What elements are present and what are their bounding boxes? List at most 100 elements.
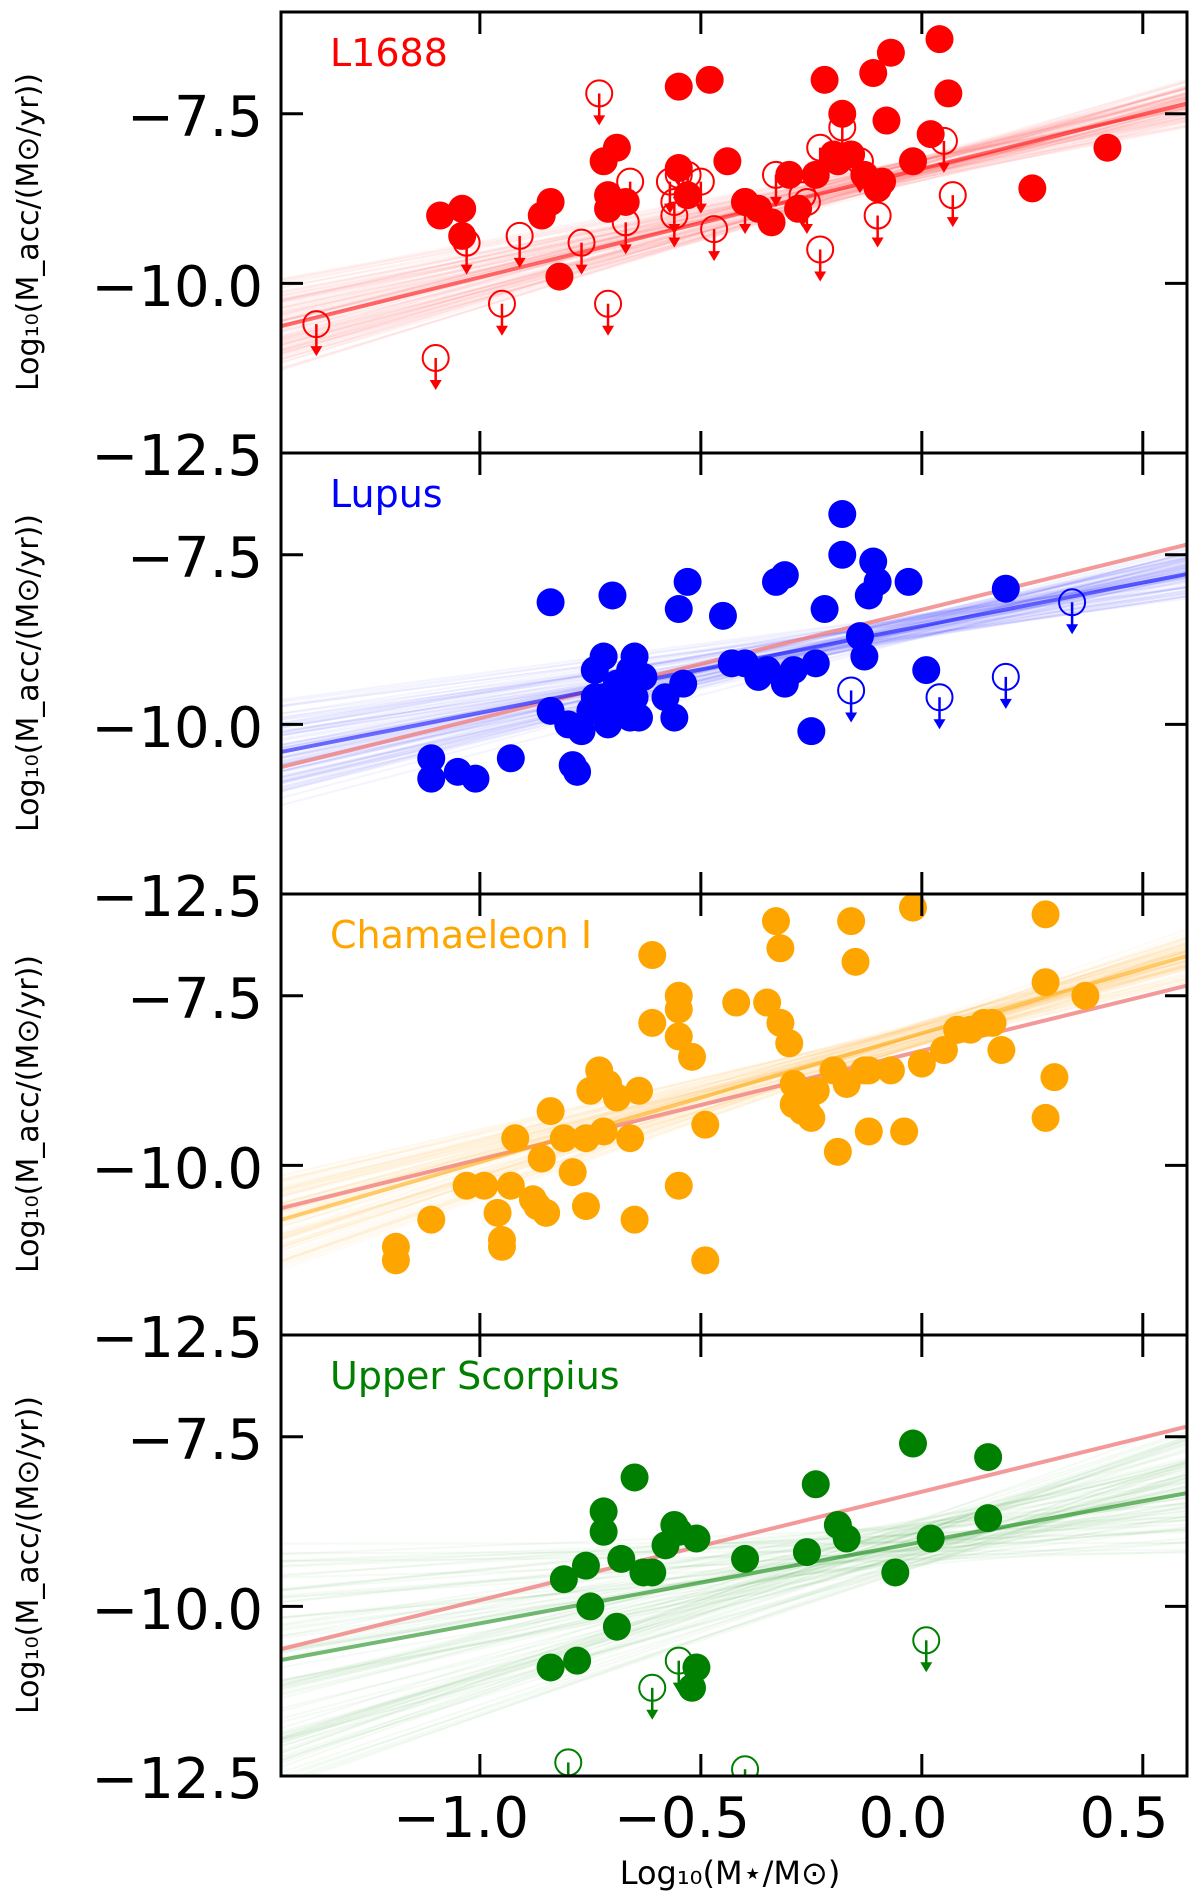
data-point: [797, 1103, 826, 1132]
fit-sample-line: [281, 947, 1187, 1241]
fit-sample-line: [281, 1448, 1187, 1748]
fit-sample-line: [281, 92, 1187, 355]
fit-sample-line: [281, 981, 1187, 1187]
fit-sample-line: [281, 1541, 1187, 1545]
fit-sample-line: [281, 1504, 1187, 1653]
data-point: [753, 988, 782, 1017]
data-point: [837, 907, 866, 936]
data-point: [978, 1008, 1007, 1037]
data-point: [448, 194, 477, 223]
upper-limit-marker: [700, 215, 729, 262]
fit-sample-line: [281, 1422, 1187, 1755]
data-point: [695, 65, 724, 94]
upper-limit-marker: [788, 181, 817, 228]
fit-sample-line: [281, 109, 1187, 345]
fit-sample-line: [281, 965, 1187, 1183]
panel-chamaeleon-i: Chamaeleon I: [281, 894, 1187, 1275]
fit-sample-line: [281, 958, 1187, 1191]
data-point: [987, 1036, 1016, 1065]
data-point: [894, 567, 923, 596]
data-point: [779, 656, 808, 685]
fit-sample-line: [281, 1516, 1187, 1576]
data-point: [779, 1069, 808, 1098]
fit-sample-line: [281, 1500, 1187, 1685]
best-fit-line: [281, 101, 1187, 329]
data-point: [598, 581, 627, 610]
data-point: [417, 764, 446, 793]
y-tick-label: −12.5: [91, 865, 263, 930]
fit-sample-line: [281, 1481, 1187, 1747]
data-point: [934, 79, 963, 108]
data-point: [872, 106, 901, 135]
fit-sample-line: [281, 101, 1187, 351]
data-point: [602, 1612, 631, 1641]
fit-sample-line: [281, 573, 1187, 719]
fit-sample-line: [281, 1491, 1187, 1741]
upper-limit-marker: [837, 676, 866, 723]
fit-sample-line: [281, 965, 1187, 1236]
data-point: [1071, 981, 1100, 1010]
fit-sample-line: [284, 1462, 1187, 1776]
fit-sample-line: [281, 1432, 1187, 1739]
fit-sample-line: [281, 575, 1187, 715]
data-point: [576, 1592, 605, 1621]
fit-sample-line: [281, 977, 1187, 1184]
data-point: [620, 1463, 649, 1492]
x-tick-label: 0.0: [858, 1786, 947, 1851]
data-point: [876, 1056, 905, 1085]
data-point: [682, 1524, 711, 1553]
fit-sample-line: [281, 1430, 1187, 1730]
fit-sample-line: [281, 1460, 1187, 1762]
data-point: [907, 1049, 936, 1078]
fit-sample-line: [281, 585, 1187, 708]
upper-limit-marker: [616, 167, 645, 214]
fit-sample-line: [281, 950, 1187, 1205]
data-point: [801, 649, 830, 678]
fit-sample-line: [281, 1438, 1187, 1754]
fit-sample-line: [293, 1471, 1187, 1776]
data-point: [536, 1097, 565, 1126]
fit-sample-line: [281, 104, 1187, 353]
data-point: [801, 1470, 830, 1499]
data-point: [549, 1565, 578, 1594]
data-point: [898, 1429, 927, 1458]
upper-limit-marker: [731, 1755, 760, 1776]
data-point: [761, 907, 790, 936]
upper-limit-marker: [929, 126, 958, 173]
x-tick-labels: −1.0 −0.5 0.0 0.5: [393, 1786, 1169, 1851]
upper-limit-marker: [594, 289, 623, 336]
fit-sample-line: [281, 575, 1187, 784]
data-point: [448, 221, 477, 250]
upper-limit-marker: [925, 683, 954, 730]
panel-title: Lupus: [330, 472, 443, 516]
fit-sample-line: [281, 1442, 1187, 1744]
data-point: [417, 1205, 446, 1234]
upper-limit-marker: [421, 344, 450, 391]
y-axis-labels: Log₁₀(M_acc/(M⊙/yr)) Log₁₀(M_acc/(M⊙/yr)…: [11, 73, 46, 1714]
upper-limit-marker: [505, 221, 534, 268]
fit-sample-line: [281, 101, 1187, 346]
fit-sample-line: [281, 87, 1187, 334]
panel-title: L1688: [330, 31, 448, 75]
data-point: [571, 1192, 600, 1221]
fit-sample-line: [281, 951, 1187, 1256]
panel-upper-scorpius: Upper Scorpius: [281, 1354, 1187, 1776]
x-tick-label: −0.5: [614, 1786, 750, 1851]
reference-fit-line: [281, 1424, 1187, 1652]
data-point: [589, 1517, 618, 1546]
fit-sample-line: [281, 958, 1187, 1246]
upper-limit-marker: [686, 167, 715, 214]
data-point: [691, 1110, 720, 1139]
data-point: [483, 1198, 512, 1227]
data-point: [890, 1117, 919, 1146]
data-point: [916, 1524, 945, 1553]
fit-sample-line: [281, 108, 1187, 354]
data-point: [624, 1076, 653, 1105]
fit-sample-line: [281, 964, 1187, 1192]
data-point: [859, 59, 888, 88]
upper-limit-marker: [792, 187, 821, 234]
y-axis-label: Log₁₀(M_acc/(M⊙/yr)): [11, 514, 46, 832]
upper-limit-marker: [638, 1673, 667, 1720]
fit-sample-line: [281, 1484, 1187, 1724]
data-point: [470, 1171, 499, 1200]
